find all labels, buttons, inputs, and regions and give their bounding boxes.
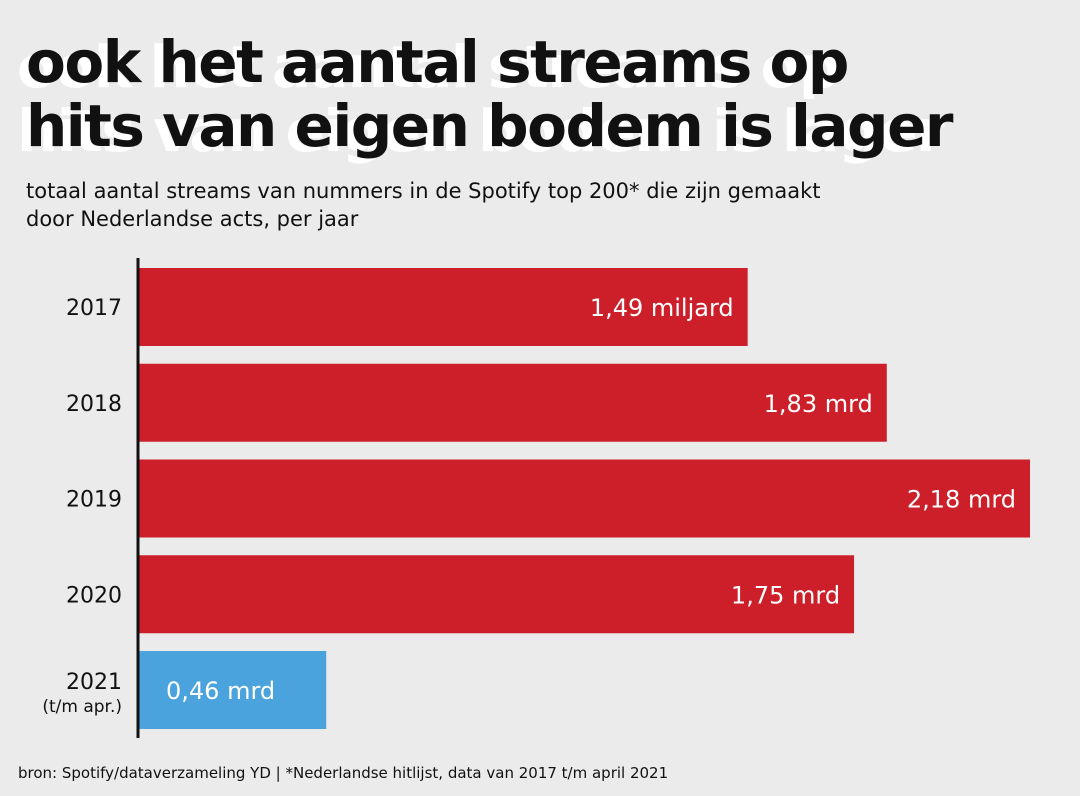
category-label: 2020: [66, 583, 122, 608]
subtitle-line: door Nederlandse acts, per jaar: [26, 207, 359, 231]
title-line: ook het aantal streams op: [26, 28, 849, 96]
chart-subtitle: totaal aantal streams van nummers in de …: [26, 177, 1056, 233]
source-footnote: bron: Spotify/dataverzameling YD | *Nede…: [18, 764, 669, 782]
bar: [138, 459, 1030, 538]
bar-value-label: 1,83 mrd: [764, 390, 873, 418]
bar-value-label: 1,75 mrd: [731, 581, 840, 609]
bar-value-label: 2,18 mrd: [907, 486, 1016, 514]
bar-value-label: 0,46 mrd: [166, 677, 275, 705]
bar: [138, 555, 855, 634]
bar: [138, 651, 327, 729]
category-sublabel: (t/m apr.): [42, 697, 122, 717]
bar: [138, 363, 887, 442]
category-label: 2018: [66, 392, 122, 417]
bar: [138, 268, 748, 346]
title-line: hits van eigen bodem is lager: [26, 92, 954, 160]
bar-value-label: 1,49 miljard: [590, 294, 734, 322]
subtitle-line: totaal aantal streams van nummers in de …: [26, 179, 821, 203]
chart-title: ook het aantal streams op hits van eigen…: [26, 30, 1076, 158]
category-label: 2017: [66, 296, 122, 321]
category-label: 2021: [66, 670, 122, 695]
category-label: 2019: [66, 488, 122, 513]
